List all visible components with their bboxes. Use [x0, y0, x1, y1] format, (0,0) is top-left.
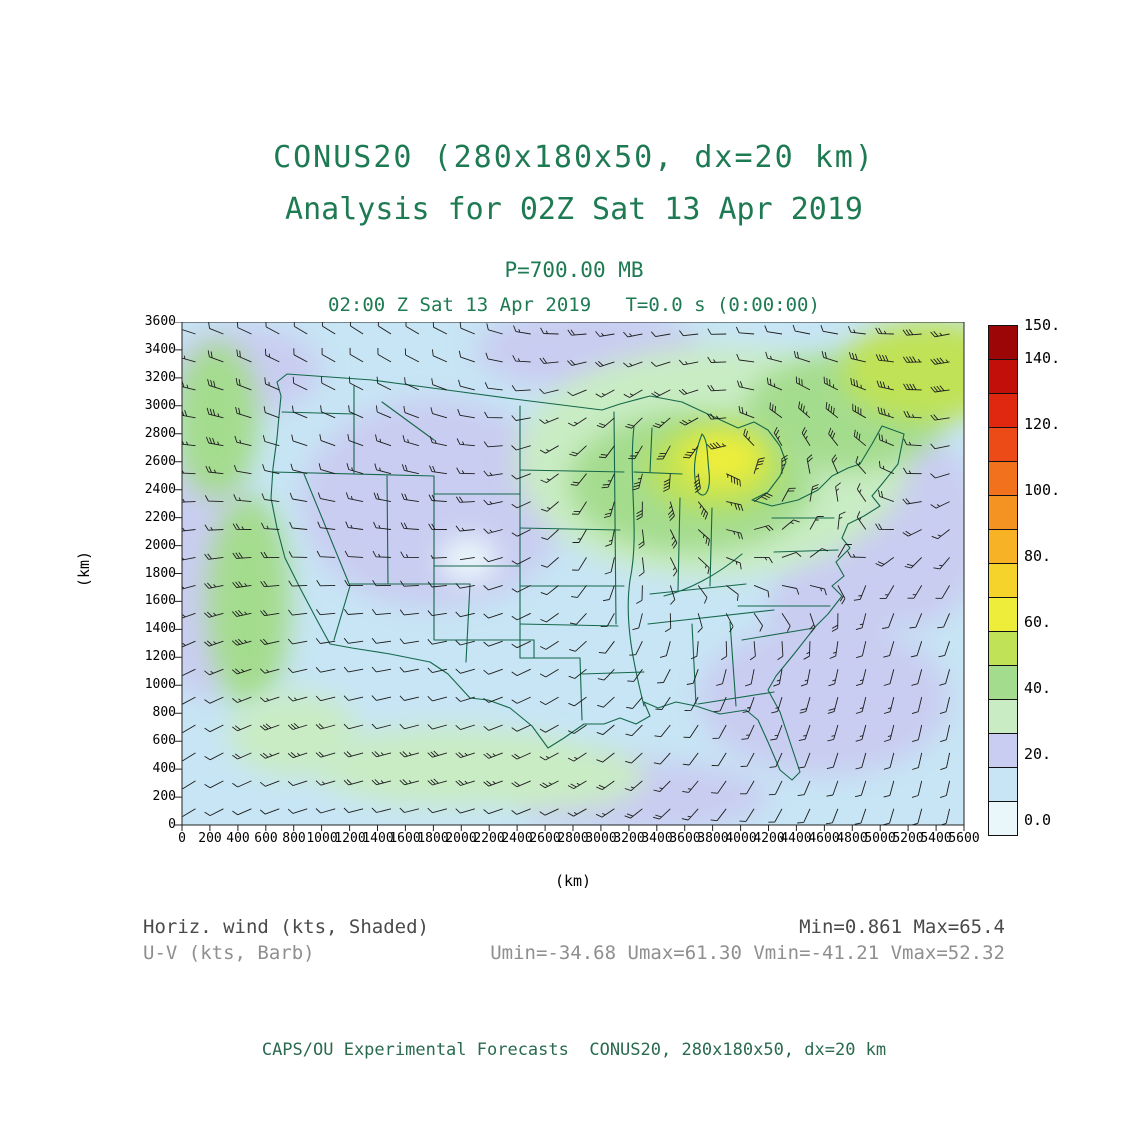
x-tick-label: 4600 — [808, 831, 840, 846]
y-tick-label: 800 — [152, 705, 176, 720]
x-tick-label: 4200 — [753, 831, 785, 846]
x-tick-label: 2800 — [557, 831, 589, 846]
colorbar-block — [989, 326, 1017, 359]
x-tick-label: 400 — [226, 831, 250, 846]
y-tick-label: 1000 — [144, 677, 176, 692]
x-tick-label: 4400 — [780, 831, 812, 846]
y-tick-label: 2000 — [144, 538, 176, 553]
x-tick-label: 2000 — [445, 831, 477, 846]
shaded-field-label: Horiz. wind (kts, Shaded) — [143, 916, 429, 938]
minmax-stats: Min=0.861 Max=65.4 — [799, 916, 1005, 938]
x-tick-label: 4800 — [836, 831, 868, 846]
y-tick-label: 600 — [152, 733, 176, 748]
colorbar-tick-label: 120. — [1024, 415, 1061, 433]
colorbar-block — [989, 359, 1017, 393]
x-tick-label: 2400 — [501, 831, 533, 846]
colorbar-labels: 150. 140. 120. 100. 80. 60. 40. 20. 0.0 — [1024, 316, 1094, 829]
x-axis-title: (km) — [554, 872, 592, 890]
x-tick-label: 5600 — [948, 831, 980, 846]
colorbar-block — [989, 699, 1017, 733]
y-tick-label: 1200 — [144, 649, 176, 664]
y-tick-label: 2600 — [144, 454, 176, 469]
x-axis-tick-labels: 0 200 400 600 800 1000 1200 1400 1600 1800 2000 220… — [178, 831, 980, 849]
uv-minmax-stats: Umin=-34.68 Umax=61.30 Vmin=-41.21 Vmax=… — [490, 942, 1005, 964]
plot-title: CONUS20 (280x180x50, dx=20 km) — [273, 140, 875, 175]
x-tick-label: 800 — [282, 831, 306, 846]
y-tick-label: 1800 — [144, 566, 176, 581]
colorbar-tick-label: 20. — [1024, 745, 1052, 763]
x-tick-label: 200 — [198, 831, 222, 846]
y-tick-label: 2200 — [144, 510, 176, 525]
colorbar-block — [989, 733, 1017, 767]
x-tick-label: 4000 — [725, 831, 757, 846]
x-tick-label: 1000 — [306, 831, 338, 846]
x-tick-label: 3000 — [585, 831, 617, 846]
y-tick-label: 3000 — [144, 398, 176, 413]
colorbar-tick-label: 140. — [1024, 349, 1061, 367]
x-tick-label: 0 — [178, 831, 186, 846]
x-tick-label: 3400 — [641, 831, 673, 846]
x-tick-label: 3200 — [613, 831, 645, 846]
shaded-region — [207, 495, 291, 708]
credit-line: CAPS/OU Experimental Forecasts CONUS20, … — [261, 1040, 887, 1060]
colorbar — [988, 325, 1018, 836]
barb-field-label: U-V (kts, Barb) — [143, 942, 315, 964]
colorbar-block — [989, 597, 1017, 631]
x-tick-label: 3800 — [697, 831, 729, 846]
shaded-region — [487, 745, 645, 807]
x-tick-label: 5400 — [920, 831, 952, 846]
y-axis-title: (km) — [75, 550, 94, 588]
y-tick-label: 0 — [168, 817, 176, 832]
colorbar-block — [989, 427, 1017, 461]
x-tick-label: 3600 — [669, 831, 701, 846]
x-tick-label: 1600 — [389, 831, 421, 846]
conus-map-canvas — [182, 322, 964, 825]
x-tick-label: 1400 — [362, 831, 394, 846]
colorbar-block — [989, 631, 1017, 665]
x-tick-label: 2600 — [529, 831, 561, 846]
y-tick-label: 2400 — [144, 482, 176, 497]
x-tick-label: 600 — [254, 831, 278, 846]
x-tick-label: 1800 — [417, 831, 449, 846]
y-tick-label: 3400 — [144, 342, 176, 357]
colorbar-tick-label: 40. — [1024, 679, 1052, 697]
colorbar-block — [989, 801, 1017, 835]
colorbar-tick-label: 150. — [1024, 316, 1061, 334]
shaded-region — [439, 536, 498, 583]
y-tick-label: 2800 — [144, 426, 176, 441]
x-tick-label: 5200 — [892, 831, 924, 846]
y-tick-label: 3200 — [144, 370, 176, 385]
map-plot-area — [182, 322, 964, 825]
pressure-level-label: P=700.00 MB — [504, 258, 644, 282]
shaded-region — [681, 433, 763, 485]
colorbar-block — [989, 393, 1017, 427]
colorbar-tick-label: 80. — [1024, 547, 1052, 565]
plot-subtitle: Analysis for 02Z Sat 13 Apr 2019 — [285, 192, 863, 227]
y-tick-label: 1400 — [144, 621, 176, 636]
y-axis-tick-labels: 0 200 400 600 800 1000 1200 1400 1600 1800 2000 220… — [96, 314, 176, 832]
y-tick-label: 3600 — [144, 314, 176, 329]
colorbar-block — [989, 563, 1017, 597]
colorbar-tick-label: 0.0 — [1024, 811, 1052, 829]
y-tick-label: 400 — [152, 761, 176, 776]
colorbar-block — [989, 767, 1017, 801]
valid-time-label: 02:00 Z Sat 13 Apr 2019 T=0.0 s (0:00:00… — [328, 294, 820, 316]
colorbar-block — [989, 495, 1017, 529]
colorbar-tick-label: 100. — [1024, 481, 1061, 499]
colorbar-block — [989, 529, 1017, 563]
colorbar-block — [989, 665, 1017, 699]
colorbar-tick-label: 60. — [1024, 613, 1052, 631]
y-tick-label: 200 — [152, 789, 176, 804]
y-tick-label: 1600 — [144, 593, 176, 608]
x-tick-label: 2200 — [473, 831, 505, 846]
x-tick-label: 1200 — [334, 831, 366, 846]
x-tick-label: 5000 — [864, 831, 896, 846]
colorbar-block — [989, 461, 1017, 495]
